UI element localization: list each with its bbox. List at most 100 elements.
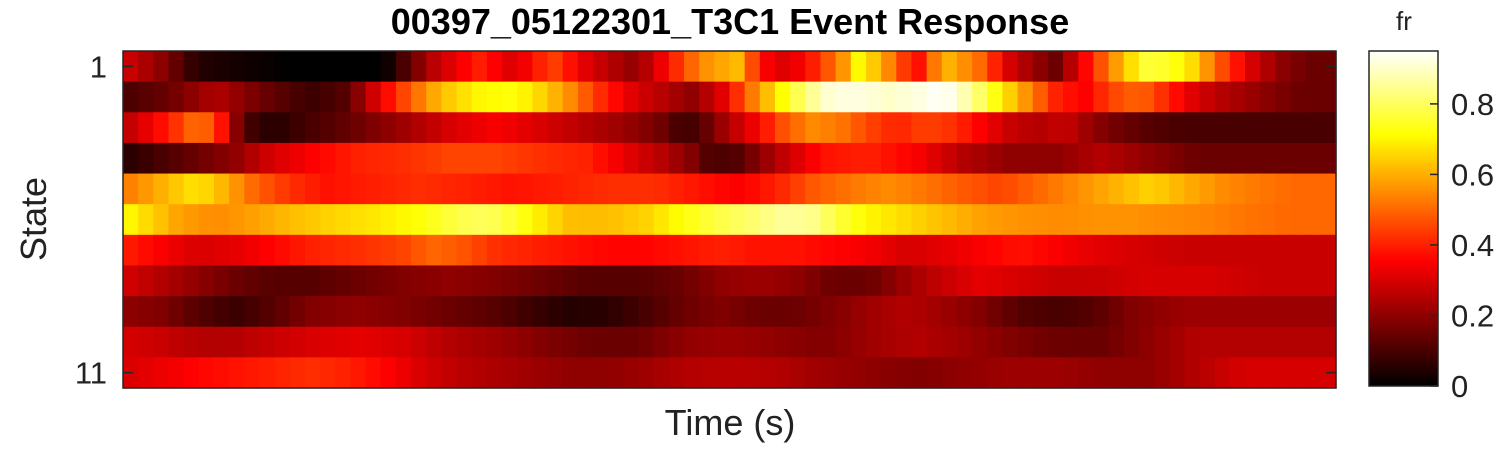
heatmap-cell-r9-c70 <box>1169 296 1185 328</box>
heatmap-cell-r1-c33 <box>608 51 624 83</box>
heatmap-cell-r11-c3 <box>153 357 170 389</box>
heatmap-cell-r5-c37 <box>668 173 685 205</box>
heatmap-cell-r8-c25 <box>486 265 503 297</box>
heatmap-cell-r3-c7 <box>213 112 230 144</box>
heatmap-cell-r8-c5 <box>183 265 200 297</box>
heatmap-cell-r10-c42 <box>744 326 761 358</box>
heatmap-cell-r10-c59 <box>1002 326 1019 358</box>
heatmap-cell-r4-c46 <box>805 142 822 175</box>
heatmap-cell-r7-c56 <box>956 234 973 267</box>
heatmap-cell-r5-c15 <box>335 173 352 205</box>
heatmap-cell-r11-c45 <box>790 357 806 389</box>
heatmap-cell-r11-c19 <box>395 357 412 389</box>
heatmap-cell-r9-c34 <box>623 296 640 328</box>
heatmap-cell-r6-c19 <box>395 204 412 236</box>
heatmap-cell-r3-c65 <box>1093 112 1110 144</box>
heatmap-cell-r10-c52 <box>896 326 913 358</box>
heatmap-cell-r11-c77 <box>1275 357 1292 389</box>
heatmap-cell-r9-c17 <box>365 296 382 328</box>
heatmap-cell-r3-c29 <box>547 112 564 144</box>
heatmap-cell-r3-c3 <box>153 112 170 144</box>
heatmap-cell-r9-c26 <box>502 296 518 328</box>
heatmap-cell-r1-c79 <box>1305 51 1322 83</box>
heatmap-cell-r9-c77 <box>1275 296 1292 328</box>
heatmap-cell-r2-c69 <box>1154 81 1170 113</box>
heatmap-cell-r7-c8 <box>229 234 245 267</box>
heatmap-cell-r5-c3 <box>153 173 170 205</box>
heatmap-cell-r7-c71 <box>1184 234 1201 267</box>
heatmap-cell-r2-c29 <box>547 81 564 113</box>
heatmap-cell-r9-c43 <box>759 296 776 328</box>
heatmap-cell-r4-c76 <box>1260 142 1276 175</box>
heatmap-cell-r4-c61 <box>1032 142 1049 175</box>
heatmap-cell-r1-c17 <box>365 51 382 83</box>
heatmap-cell-r4-c24 <box>471 142 488 175</box>
heatmap-cell-r10-c21 <box>426 326 443 358</box>
heatmap-cell-r4-c31 <box>577 142 594 175</box>
heatmap-cell-r5-c12 <box>289 173 306 205</box>
heatmap-cell-r11-c70 <box>1169 357 1185 389</box>
heatmap-cell-r9-c76 <box>1260 296 1276 328</box>
heatmap-cell-r8-c38 <box>684 265 700 297</box>
heatmap-cell-r3-c56 <box>956 112 973 144</box>
heatmap-cell-r1-c35 <box>638 51 655 83</box>
heatmap-cell-r9-c47 <box>820 296 837 328</box>
heatmap-cell-r10-c5 <box>183 326 200 358</box>
heatmap-cell-r4-c70 <box>1169 142 1185 175</box>
heatmap-cell-r3-c70 <box>1169 112 1185 144</box>
heatmap-cell-r3-c42 <box>744 112 761 144</box>
heatmap-cell-r9-c38 <box>684 296 700 328</box>
heatmap-cell-r3-c64 <box>1078 112 1094 144</box>
heatmap-cell-r5-c25 <box>486 173 503 205</box>
heatmap-cell-r3-c12 <box>289 112 306 144</box>
heatmap-cell-r10-c37 <box>668 326 685 358</box>
heatmap-cell-r5-c53 <box>911 173 928 205</box>
heatmap-cell-r10-c43 <box>759 326 776 358</box>
heatmap-cell-r9-c46 <box>805 296 822 328</box>
heatmap-cell-r4-c71 <box>1184 142 1201 175</box>
heatmap-cell-r4-c19 <box>395 142 412 175</box>
heatmap-cell-r7-c49 <box>850 234 867 267</box>
heatmap-cell-r2-c72 <box>1199 81 1216 113</box>
heatmap-cell-r9-c2 <box>138 296 154 328</box>
heatmap-cell-r2-c11 <box>274 81 291 113</box>
heatmap-cell-r6-c43 <box>759 204 776 236</box>
heatmap-cell-r3-c18 <box>380 112 397 144</box>
heatmap-cell-r10-c29 <box>547 326 564 358</box>
heatmap-cell-r8-c73 <box>1214 265 1231 297</box>
heatmap-cell-r3-c59 <box>1002 112 1019 144</box>
heatmap-cell-r8-c19 <box>395 265 412 297</box>
heatmap-cell-r11-c31 <box>577 357 594 389</box>
heatmap-cell-r2-c60 <box>1017 81 1034 113</box>
heatmap-cell-r8-c53 <box>911 265 928 297</box>
heatmap-cell-r8-c64 <box>1078 265 1094 297</box>
heatmap-cell-r6-c22 <box>441 204 458 236</box>
heatmap-cell-r2-c64 <box>1078 81 1094 113</box>
heatmap-cell-r8-c35 <box>638 265 655 297</box>
heatmap-cell-r3-c24 <box>471 112 488 144</box>
heatmap-cell-r7-c74 <box>1229 234 1246 267</box>
heatmap-cell-r4-c56 <box>956 142 973 175</box>
heatmap-cell-r8-c36 <box>653 265 670 297</box>
heatmap-cell-r8-c37 <box>668 265 685 297</box>
heatmap-cell-r1-c44 <box>774 51 791 83</box>
heatmap-cell-r9-c32 <box>593 296 609 328</box>
heatmap-cell-r3-c13 <box>304 112 321 144</box>
heatmap-cell-r11-c9 <box>244 357 261 389</box>
heatmap-cell-r11-c49 <box>850 357 867 389</box>
heatmap-cell-r3-c15 <box>335 112 352 144</box>
heatmap-cell-r9-c6 <box>198 296 215 328</box>
heatmap-cell-r10-c64 <box>1078 326 1094 358</box>
heatmap-cell-r3-c22 <box>441 112 458 144</box>
heatmap-cell-r9-c27 <box>517 296 533 328</box>
heatmap-cell-r6-c69 <box>1154 204 1170 236</box>
heatmap-cell-r11-c79 <box>1305 357 1322 389</box>
heatmap-cell-r9-c68 <box>1138 296 1155 328</box>
heatmap-cell-r5-c9 <box>244 173 261 205</box>
heatmap-cell-r6-c80 <box>1320 204 1337 236</box>
heatmap-cell-r9-c31 <box>577 296 594 328</box>
heatmap-cell-r7-c6 <box>198 234 215 267</box>
y-axis-label: State <box>13 177 54 261</box>
heatmap-cell-r2-c53 <box>911 81 928 113</box>
heatmap-cell-r11-c65 <box>1093 357 1110 389</box>
